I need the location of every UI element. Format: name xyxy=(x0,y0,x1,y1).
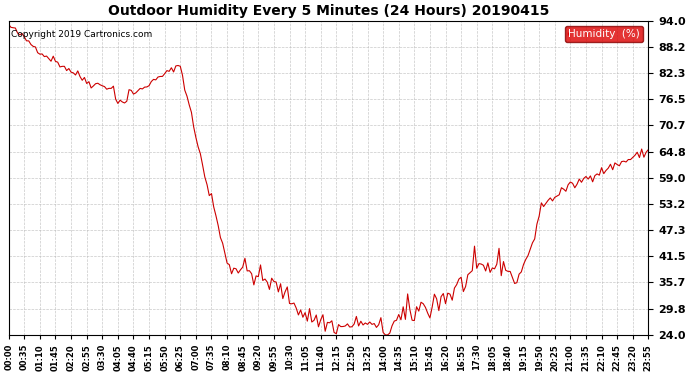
Legend: Humidity  (%): Humidity (%) xyxy=(565,26,643,42)
Title: Outdoor Humidity Every 5 Minutes (24 Hours) 20190415: Outdoor Humidity Every 5 Minutes (24 Hou… xyxy=(108,4,549,18)
Text: Copyright 2019 Cartronics.com: Copyright 2019 Cartronics.com xyxy=(10,30,152,39)
